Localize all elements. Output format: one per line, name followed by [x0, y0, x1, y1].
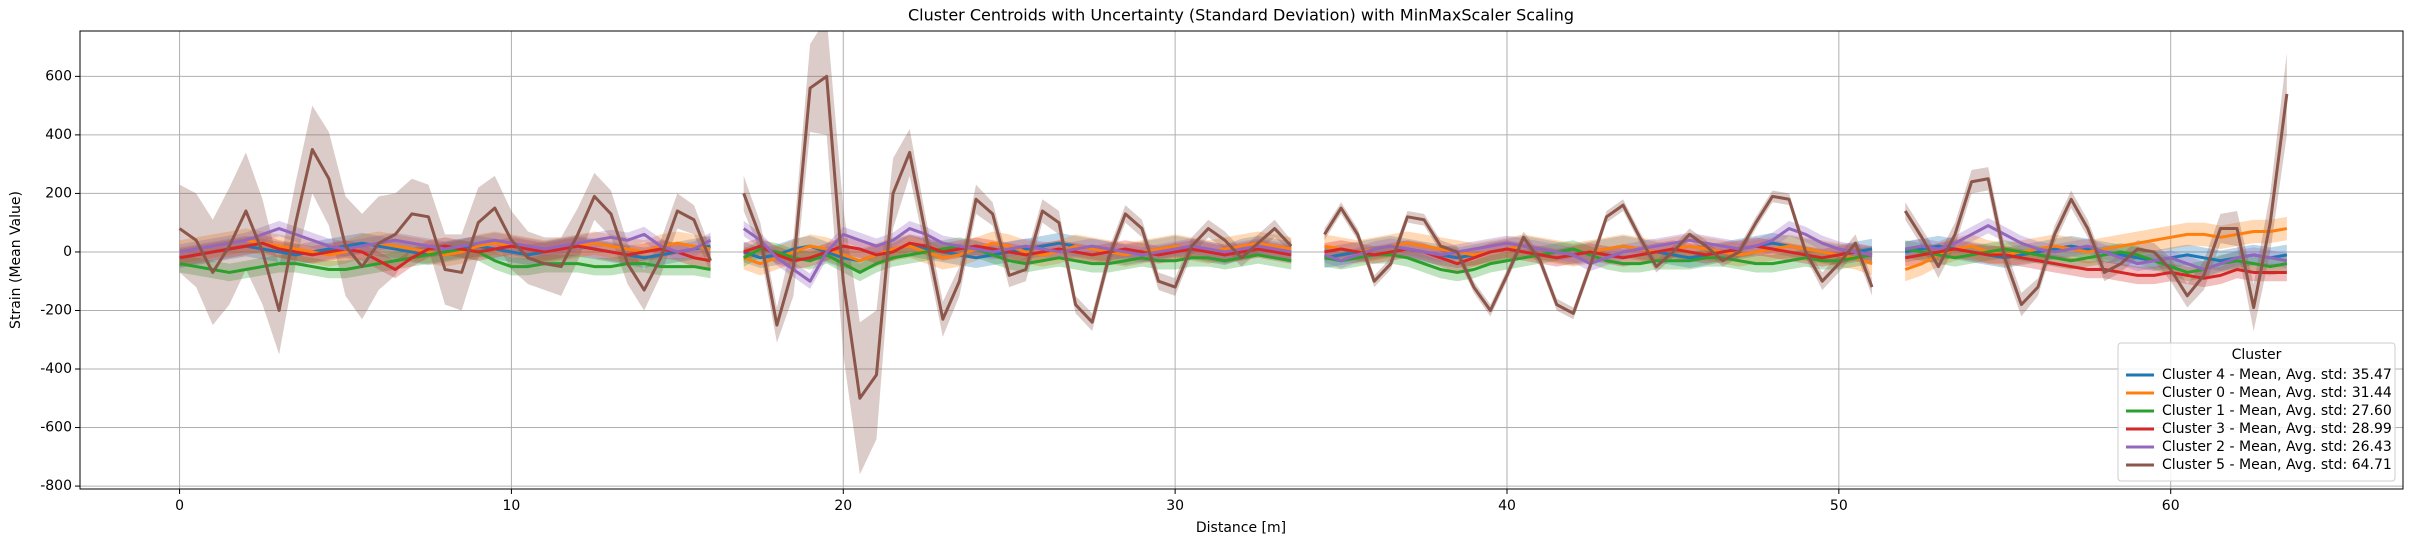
axes-frame — [79, 30, 2404, 490]
y-tick-label: -600 — [40, 420, 72, 436]
series-line — [179, 247, 711, 274]
legend-box — [2117, 342, 2396, 482]
series-line — [179, 227, 712, 254]
legend-label: Cluster 3 - Mean, Avg. std: 28.99 — [2162, 421, 2392, 437]
std-band — [743, 237, 1292, 282]
x-tick-label: 0 — [175, 498, 184, 514]
legend-title: Cluster — [2232, 347, 2282, 363]
series-line — [1323, 194, 1874, 315]
series-line — [178, 148, 712, 312]
y-tick-label: -200 — [40, 302, 72, 318]
std-band — [1905, 52, 2287, 331]
x-tick-label: 30 — [1166, 498, 1184, 514]
plot-area — [178, 31, 2289, 475]
std-band — [179, 240, 711, 282]
y-axis-label: Strain (Mean Value) — [8, 191, 24, 329]
x-tick-label: 50 — [1830, 498, 1848, 514]
series-line — [1903, 93, 2289, 310]
series-line — [742, 74, 1293, 400]
series-line — [1324, 247, 1873, 274]
series-line — [179, 241, 711, 272]
std-band — [179, 220, 711, 260]
std-band — [179, 105, 711, 355]
x-tick-label: 60 — [2162, 498, 2180, 514]
x-axis-label: Distance [m] — [1196, 520, 1286, 536]
series-line — [1904, 247, 2287, 280]
y-tick-label: -800 — [40, 478, 72, 494]
series-line — [742, 227, 1292, 283]
y-tick-label: 600 — [45, 68, 72, 84]
legend-label: Cluster 0 - Mean, Avg. std: 31.44 — [2162, 385, 2392, 401]
legend-label: Cluster 2 - Mean, Avg. std: 26.43 — [2162, 439, 2392, 455]
x-tick-label: 40 — [1498, 498, 1516, 514]
legend: Cluster Cluster 4 - Mean, Avg. std: 35.47… — [2117, 342, 2396, 482]
x-tick-label: 10 — [503, 498, 521, 514]
series-line — [743, 244, 1292, 274]
y-tick-label: 200 — [45, 185, 72, 201]
x-tick-label: 20 — [834, 498, 852, 514]
axes: 0 10 20 30 40 50 60 -800 -600 -400 -200 0 200 400 600 — [40, 68, 2179, 514]
y-tick-label: -400 — [40, 361, 72, 377]
chart-title: Cluster Centroids with Uncertainty (Stan… — [908, 6, 1574, 25]
legend-label: Cluster 5 - Mean, Avg. std: 64.71 — [2162, 457, 2392, 473]
y-tick-label: 400 — [45, 127, 72, 143]
series-line — [1324, 241, 1873, 266]
series-line — [1323, 227, 1873, 266]
series-line — [743, 241, 1292, 263]
std-band — [743, 31, 1292, 475]
legend-label: Cluster 1 - Mean, Avg. std: 27.60 — [2162, 403, 2392, 419]
legend-label: Cluster 4 - Mean, Avg. std: 35.47 — [2162, 367, 2392, 383]
y-tick-label: 0 — [63, 244, 72, 260]
